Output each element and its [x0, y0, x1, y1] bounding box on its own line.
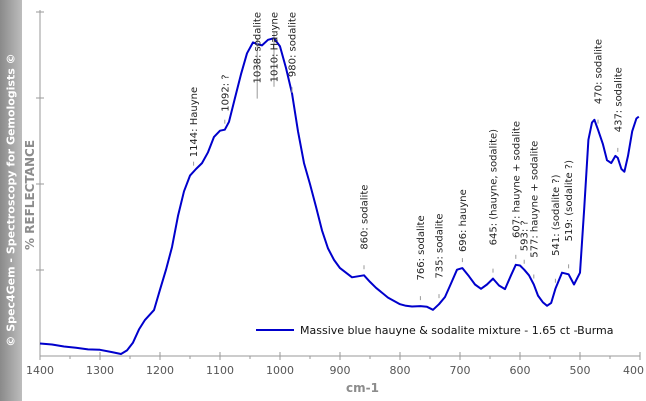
annotation-label-577: 577: hauyne + sodalite	[529, 141, 540, 258]
annotation-label-1092: 1092: ?	[220, 74, 231, 111]
annotation-label-980: 980: sodalite	[288, 12, 299, 77]
x-tick-label-900: 900	[330, 364, 351, 377]
series-line-0	[39, 37, 640, 355]
x-tick-label-1000: 1000	[266, 364, 294, 377]
legend-label: Massive blue hauyne & sodalite mixture -…	[300, 324, 613, 337]
annotation-label-645: 645: (hauyne, sodalite)	[489, 129, 500, 246]
x-tick-label-700: 700	[450, 364, 471, 377]
watermark-sidebar: © Spec4Gem - Spectroscopy for Gemologist…	[0, 0, 22, 401]
annotation-label-607: 607: hauyne + sodalite	[511, 121, 522, 238]
annotation-label-1010: 1010: Hauyne	[270, 12, 281, 82]
annotation-label-1038: 1038: sodalite	[253, 12, 264, 83]
x-tick-label-600: 600	[510, 364, 531, 377]
x-tick-label-800: 800	[390, 364, 411, 377]
annotation-label-735: 735: sodalite	[435, 214, 446, 279]
annotation-label-541: 541: (sodalite ?)	[551, 174, 562, 255]
annotation-label-766: 766: sodalite	[416, 215, 427, 280]
annotation-label-860: 860: sodalite	[360, 185, 371, 250]
x-tick-label-1400: 1400	[26, 364, 54, 377]
x-tick-label-1200: 1200	[146, 364, 174, 377]
annotation-label-437: 437: sodalite	[613, 67, 624, 132]
annotation-label-1144: 1144: Hauyne	[189, 87, 200, 157]
x-tick-label-500: 500	[570, 364, 591, 377]
annotation-label-519: 519: (sodalite ?)	[564, 160, 575, 241]
x-tick-label-400: 400	[623, 364, 644, 377]
x-tick-label-1100: 1100	[206, 364, 234, 377]
x-axis-label: cm-1	[346, 381, 379, 395]
annotation-label-696: 696: hauyne	[458, 189, 469, 252]
x-tick-label-1300: 1300	[86, 364, 114, 377]
annotation-label-470: 470: sodalite	[594, 39, 605, 104]
annotation-label-593: 593: ?	[520, 220, 531, 251]
